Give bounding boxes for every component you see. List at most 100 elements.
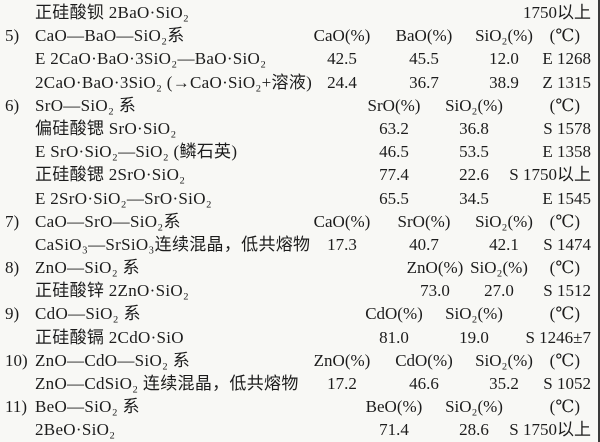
section-number: 10) — [5, 350, 28, 370]
system-name: CdO—SiO₂ 系 — [35, 304, 141, 324]
cell-value: 71.4 — [379, 420, 409, 440]
table-row-section-header: 10) ZnO—CdO—SiO₂ 系 ZnO(%) CdO(%) SiO₂(%)… — [0, 349, 598, 372]
temp-cell: S 1750以上 — [509, 420, 591, 440]
temp-cell: S 1474 — [543, 234, 591, 254]
table-row-section-header: 6) SrO—SiO₂ 系 SrO(%) SiO₂(%) (℃) — [0, 94, 598, 117]
temp-cell: S 1512 — [543, 281, 591, 301]
table-row-section-header: 9) CdO—SiO₂ 系 CdO(%) SiO₂(%) (℃) — [0, 302, 598, 325]
temp-column-header: (℃) — [549, 304, 580, 324]
cell-value: 42.1 — [489, 234, 519, 254]
temp-cell: S 1246±7 — [525, 327, 591, 347]
cell-value: 46.5 — [379, 142, 409, 162]
table-row: 正硅酸锌 2ZnO·SiO₂ 73.0 27.0 S 1512 — [0, 279, 598, 302]
cell-value: 24.4 — [327, 72, 357, 92]
temp-cell: S 1052 — [543, 374, 591, 393]
cell-value: 36.8 — [459, 118, 489, 138]
cell-value: 45.5 — [409, 49, 439, 69]
column-header: SiO₂(%) — [445, 304, 503, 324]
table-row: 2BeO·SiO₂ 71.4 28.6 S 1750以上 — [0, 418, 598, 441]
system-name: BeO—SiO₂ 系 — [35, 397, 140, 417]
row-label: 正硅酸钡 2BaO·SiO₂ — [35, 3, 190, 22]
cell-value: 42.5 — [327, 49, 357, 69]
table-row-section-header: 5) CaO—BaO—SiO₂系 CaO(%) BaO(%) SiO₂(%) (… — [0, 24, 598, 47]
cell-value: 28.6 — [459, 420, 489, 440]
cell-value: 53.5 — [459, 142, 489, 162]
table-row: 2CaO·BaO·3SiO₂ (→CaO·SiO₂+溶液) 24.4 36.7 … — [0, 71, 598, 94]
section-number: 6) — [5, 95, 20, 115]
column-header: CaO(%) — [313, 26, 371, 46]
compound-label: 正硅酸镉 2CdO·SiO — [35, 327, 184, 347]
compound-label: CaSiO₃—SrSiO₃连续混晶，低共熔物 — [35, 234, 311, 254]
compound-label: E 2CaO·BaO·3SiO₂—BaO·SiO₂ — [35, 49, 267, 69]
cell-value: 34.5 — [459, 188, 489, 208]
section-number: 5) — [5, 26, 20, 46]
column-header: SiO₂(%) — [445, 397, 503, 417]
table-row: 偏硅酸锶 SrO·SiO₂ 63.2 36.8 S 1578 — [0, 117, 598, 140]
compound-label: ZnO—CdSiO₂ 连续混晶，低共熔物 — [35, 374, 299, 393]
table-row: 正硅酸镉 2CdO·SiO 81.0 19.0 S 1246±7 — [0, 326, 598, 349]
cell-value: 73.0 — [420, 281, 450, 301]
temp-column-header: (℃) — [549, 397, 580, 417]
table-row-section-header: 8) ZnO—SiO₂ 系 ZnO(%) SiO₂(%) (℃) — [0, 256, 598, 279]
column-header: SiO₂(%) — [475, 26, 533, 46]
column-header: SiO₂(%) — [475, 350, 533, 370]
compound-label: 2CaO·BaO·3SiO₂ (→CaO·SiO₂+溶液) — [35, 72, 313, 92]
column-header: SrO(%) — [397, 211, 451, 231]
temp-column-header: (℃) — [549, 211, 580, 231]
cell-value: 35.2 — [489, 374, 519, 393]
table-row-section-header: 7) CaO—SrO—SiO₂系 CaO(%) SrO(%) SiO₂(%) (… — [0, 210, 598, 233]
temp-cell: 1750以上 — [523, 3, 591, 22]
compound-label: E SrO·SiO₂—SiO₂ (鳞石英) — [35, 142, 238, 162]
section-number: 11) — [5, 397, 28, 417]
system-name: ZnO—SiO₂ 系 — [35, 258, 140, 278]
cell-value: 19.0 — [459, 327, 489, 347]
column-header: CdO(%) — [395, 350, 453, 370]
column-header: BeO(%) — [365, 397, 423, 417]
column-header: BaO(%) — [395, 26, 453, 46]
compound-label: 偏硅酸锶 SrO·SiO₂ — [35, 118, 177, 138]
temp-cell: E 1545 — [542, 188, 591, 208]
column-header: ZnO(%) — [406, 258, 464, 278]
system-name: CaO—SrO—SiO₂系 — [35, 211, 181, 231]
cell-value: 17.2 — [327, 374, 357, 393]
temp-cell: S 1578 — [543, 118, 591, 138]
cell-value: 63.2 — [379, 118, 409, 138]
section-number: 7) — [5, 211, 20, 231]
table-row: E 2CaO·BaO·3SiO₂—BaO·SiO₂ 42.5 45.5 12.0… — [0, 47, 598, 70]
cell-value: 38.9 — [489, 72, 519, 92]
compound-label: 正硅酸锶 2SrO·SiO₂ — [35, 165, 186, 185]
column-header: SiO₂(%) — [475, 211, 533, 231]
temp-cell: E 1358 — [542, 142, 591, 162]
temp-cell: Z 1315 — [542, 72, 591, 92]
section-number: 9) — [5, 304, 20, 324]
section-number: 8) — [5, 258, 20, 278]
compound-label: 正硅酸锌 2ZnO·SiO₂ — [35, 281, 190, 301]
system-name: CaO—BaO—SiO₂系 — [35, 26, 185, 46]
cell-value: 36.7 — [409, 72, 439, 92]
temp-cell: E 1268 — [542, 49, 591, 69]
cell-value: 12.0 — [489, 49, 519, 69]
system-name: ZnO—CdO—SiO₂ 系 — [35, 350, 191, 370]
column-header: ZnO(%) — [313, 350, 371, 370]
temp-column-header: (℃) — [549, 350, 580, 370]
cell-value: 81.0 — [379, 327, 409, 347]
compound-label: E 2SrO·SiO₂—SrO·SiO₂ — [35, 188, 213, 208]
column-header: SiO₂(%) — [445, 95, 503, 115]
table-row: 正硅酸钡 2BaO·SiO₂ 1750以上 — [0, 1, 598, 24]
table-row: 正硅酸锶 2SrO·SiO₂ 77.4 22.6 S 1750以上 — [0, 163, 598, 186]
table-row: ZnO—CdSiO₂ 连续混晶，低共熔物 17.2 46.6 35.2 S 10… — [0, 372, 598, 395]
cell-value: 46.6 — [409, 374, 439, 393]
temp-column-header: (℃) — [549, 26, 580, 46]
column-header: SrO(%) — [367, 95, 421, 115]
cell-value: 65.5 — [379, 188, 409, 208]
column-header: CaO(%) — [313, 211, 371, 231]
column-header: SiO₂(%) — [470, 258, 528, 278]
table-row: E SrO·SiO₂—SiO₂ (鳞石英) 46.5 53.5 E 1358 — [0, 140, 598, 163]
table-row: E 2SrO·SiO₂—SrO·SiO₂ 65.5 34.5 E 1545 — [0, 187, 598, 210]
column-header: CdO(%) — [365, 304, 423, 324]
system-name: SrO—SiO₂ 系 — [35, 95, 137, 115]
cell-value: 17.3 — [327, 234, 357, 254]
temp-column-header: (℃) — [549, 95, 580, 115]
